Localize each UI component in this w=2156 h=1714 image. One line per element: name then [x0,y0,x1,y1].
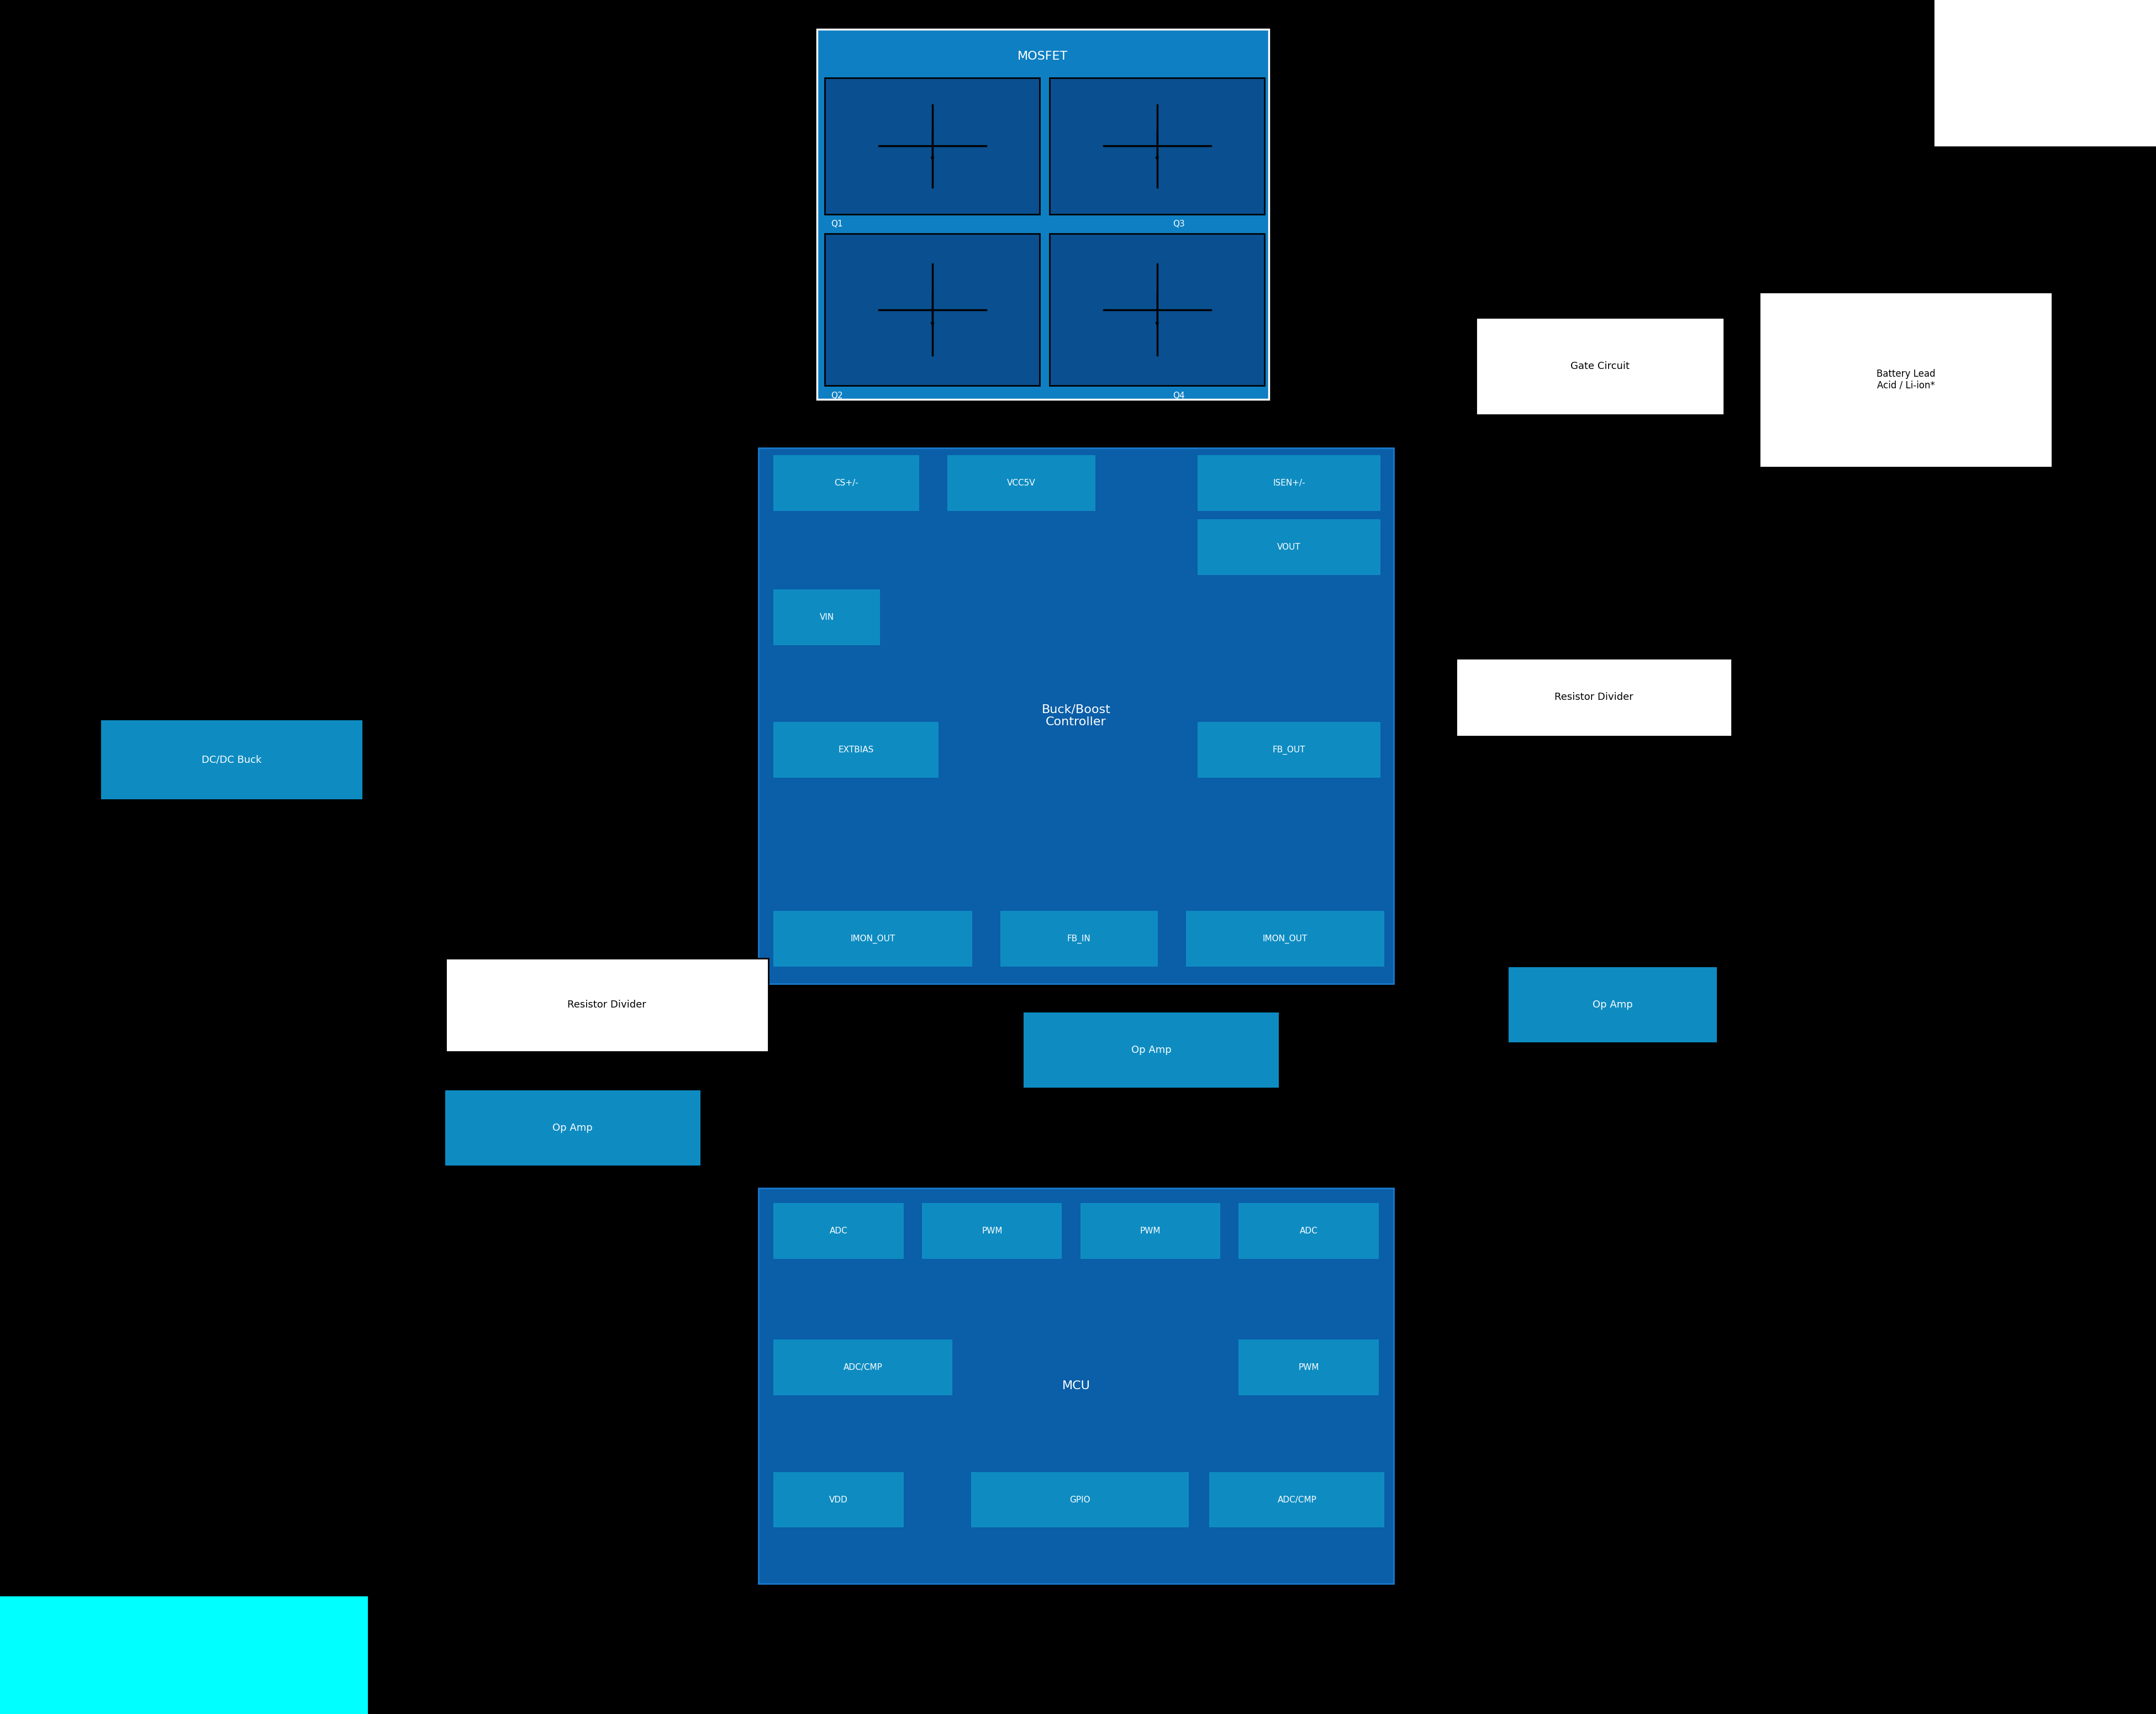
Text: GPIO: GPIO [1069,1496,1091,1503]
Bar [774,723,938,776]
Text: VDD: VDD [830,1496,847,1503]
Bar [759,447,1393,984]
Text: Q2: Q2 [830,391,843,399]
Text: Q3: Q3 [1173,219,1186,228]
Text: ADC/CMP: ADC/CMP [843,1363,882,1371]
Bar [1050,233,1266,386]
Text: MOSFET: MOSFET [1018,51,1067,62]
Bar [923,1203,1061,1258]
Bar [1759,291,2053,468]
Text: Op Amp: Op Amp [1593,999,1632,1010]
Bar [774,1472,903,1527]
Text: Resistor Divider: Resistor Divider [567,999,647,1010]
Text: Op Amp: Op Amp [1132,1046,1171,1054]
Bar [949,456,1095,511]
Bar [101,720,362,799]
Bar [1050,77,1266,214]
Bar [817,29,1268,399]
Text: Battery Lead
Acid / Li-ion*: Battery Lead Acid / Li-ion* [1876,369,1936,391]
Text: FB_IN: FB_IN [1067,934,1091,943]
Text: MCU: MCU [1063,1380,1091,1392]
Text: ADC: ADC [1300,1227,1317,1236]
Text: Q1: Q1 [830,219,843,228]
Bar [972,1472,1188,1527]
Text: ISEN+/-: ISEN+/- [1272,478,1304,487]
Bar [759,1188,1393,1584]
Text: Q4: Q4 [1173,391,1186,399]
Bar [1240,1203,1378,1258]
Text: EXTBIAS: EXTBIAS [839,746,873,754]
Text: Op Amp: Op Amp [552,1123,593,1133]
Bar [826,77,1039,214]
Bar [1240,1340,1378,1395]
Bar [1024,1013,1279,1087]
Bar [1080,1203,1220,1258]
Bar [446,958,768,1052]
Text: IMON_OUT: IMON_OUT [849,934,895,943]
Bar [1186,912,1384,967]
Text: PWM: PWM [1298,1363,1319,1371]
Text: Resistor Divider: Resistor Divider [1554,692,1634,703]
Bar [1509,968,1716,1042]
Bar [1210,1472,1384,1527]
Bar [1475,317,1725,415]
Bar [1199,723,1380,776]
Bar [774,912,972,967]
Text: VOUT: VOUT [1276,543,1300,552]
Bar [774,1203,903,1258]
Bar [1936,0,2156,146]
Bar [1199,456,1380,511]
Text: VCC5V: VCC5V [1007,478,1035,487]
Text: CS+/-: CS+/- [834,478,858,487]
Text: IMON_OUT: IMON_OUT [1263,934,1309,943]
Bar [0,1597,367,1714]
Text: Gate Circuit: Gate Circuit [1570,362,1630,372]
Bar [1199,519,1380,574]
Text: Buck/Boost
Controller: Buck/Boost Controller [1041,704,1110,728]
Bar [1000,912,1158,967]
Bar [446,1090,701,1166]
Text: PWM: PWM [981,1227,1003,1236]
Text: PWM: PWM [1141,1227,1160,1236]
Text: FB_OUT: FB_OUT [1272,746,1307,754]
Bar [774,1340,953,1395]
Text: VIN: VIN [819,614,834,622]
Text: ADC/CMP: ADC/CMP [1276,1496,1317,1503]
Text: ADC: ADC [830,1227,847,1236]
Bar [774,456,918,511]
Bar [1455,658,1731,737]
Bar [774,590,880,644]
Text: DC/DC Buck: DC/DC Buck [203,754,261,764]
Bar [826,233,1039,386]
